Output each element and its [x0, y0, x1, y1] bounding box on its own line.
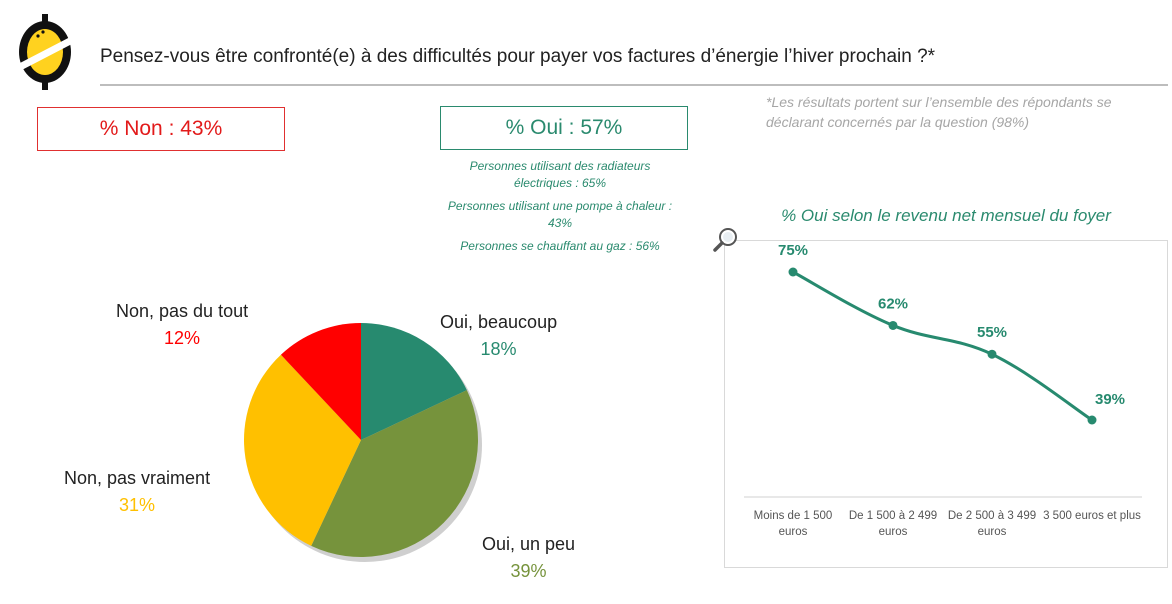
- line-point: [888, 320, 898, 330]
- pie-label-oui-un-peu: Oui, un peu 39%: [482, 534, 575, 582]
- line-data-label: 62%: [878, 295, 908, 312]
- magnifier-icon: [713, 228, 737, 252]
- pie-slice-oui-beaucoup: [361, 323, 467, 440]
- pie-value-label: 31%: [119, 495, 156, 515]
- oui-detail-radiateurs: Personnes utilisant des radiateurs élect…: [469, 159, 651, 190]
- pie-label-text: Non, pas du tout: [116, 301, 249, 321]
- pie-label-text: Oui, beaucoup: [440, 312, 558, 332]
- pie-slice-non-pas-du-tout: [280, 323, 361, 440]
- footnote: *Les résultats portent sur l’ensemble de…: [766, 94, 1112, 130]
- x-tick-label: 3 500 euros et plus: [1043, 510, 1141, 522]
- title-divider: [100, 84, 1168, 86]
- non-summary-label: % Non : 43%: [99, 117, 223, 140]
- pie-chart: [244, 323, 482, 562]
- line-data-label: 39%: [1095, 391, 1125, 408]
- line-series: [792, 270, 1093, 422]
- line-chart-title: % Oui selon le revenu net mensuel du foy…: [781, 206, 1111, 225]
- non-summary-box: % Non : 43%: [37, 107, 285, 151]
- pie-label-text: Non, pas vraiment: [64, 468, 211, 488]
- line-point: [788, 267, 798, 277]
- x-tick-label: De 2 500 à 3 499 euros: [947, 510, 1037, 538]
- oui-detail-gaz: Personnes se chauffant au gaz : 56%: [460, 239, 660, 253]
- line-data-label: 75%: [778, 242, 808, 259]
- oui-detail-pompe: Personnes utilisant une pompe à chaleur …: [447, 199, 673, 230]
- pie-label-non-pas-du-tout: Non, pas du tout 12%: [116, 301, 248, 349]
- line-point: [1087, 415, 1097, 425]
- pie-slice-non-pas-vraiment: [244, 354, 361, 546]
- pie-label-oui-beaucoup: Oui, beaucoup 18%: [440, 312, 557, 360]
- oui-summary-box: % Oui : 57%: [440, 106, 688, 150]
- line-chart-frame: [724, 240, 1168, 568]
- pie-value-label: 39%: [510, 561, 547, 581]
- logo-icon: [16, 14, 74, 90]
- pie-label-text: Oui, un peu: [482, 534, 576, 554]
- x-tick-label: De 1 500 à 2 499 euros: [848, 510, 938, 538]
- pie-slice-oui-un-peu: [311, 390, 478, 557]
- pie-label-non-pas-vraiment: Non, pas vraiment 31%: [64, 468, 210, 516]
- pie-value-label: 12%: [164, 328, 201, 348]
- oui-details: Personnes utilisant des radiateurs élect…: [440, 158, 680, 261]
- page-title: Pensez-vous être confronté(e) à des diff…: [100, 46, 936, 67]
- oui-summary-label: % Oui : 57%: [505, 116, 623, 139]
- x-tick-label: Moins de 1 500 euros: [753, 510, 833, 538]
- line-data-label: 55%: [977, 324, 1007, 341]
- pie-value-label: 18%: [480, 339, 517, 359]
- line-chart: 75% 62% 55% 39%: [744, 242, 1142, 498]
- line-point: [987, 349, 997, 359]
